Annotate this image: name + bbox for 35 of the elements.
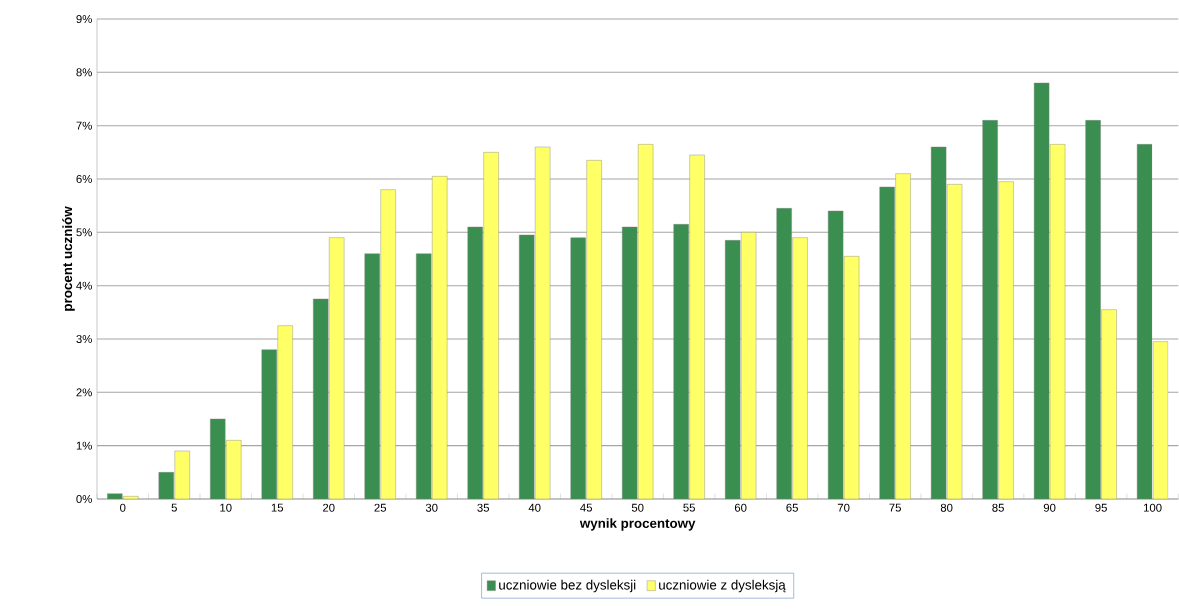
x-tick-label: 90: [1043, 503, 1056, 512]
x-tick-label: 75: [889, 503, 901, 512]
y-tick-label: 9%: [76, 15, 92, 24]
x-tick-label: 70: [837, 503, 850, 512]
x-tick-label: 35: [477, 503, 490, 512]
y-tick-label: 2%: [76, 388, 92, 397]
y-tick-label: 4%: [76, 281, 92, 290]
y-tick-label: 8%: [76, 68, 92, 77]
x-tick-label: 40: [528, 503, 541, 512]
x-tick-label: 30: [425, 503, 438, 512]
x-tick-label: 45: [580, 503, 593, 512]
x-tick-label: 25: [374, 503, 387, 512]
x-tick-label: 5: [171, 503, 177, 512]
y-tick-label: 5%: [76, 228, 92, 237]
x-tick-label: 80: [940, 503, 953, 512]
y-tick-label: 0%: [76, 494, 92, 503]
x-tick-label: 60: [734, 503, 747, 512]
x-tick-label: 65: [786, 503, 798, 512]
x-tick-label: 50: [631, 503, 644, 512]
x-tick-label: 15: [271, 503, 284, 512]
legend-label: uczniowie z dysleksją: [659, 579, 786, 593]
y-axis-title: procent uczniów: [62, 206, 75, 311]
x-tick-label: 55: [683, 503, 695, 512]
x-tick-label: 85: [992, 503, 1004, 512]
x-tick-label: 10: [220, 503, 232, 512]
x-tick-label: 20: [322, 503, 335, 512]
y-tick-label: 6%: [76, 174, 92, 183]
y-tick-label: 1%: [76, 441, 92, 450]
x-tick-label: 100: [1143, 503, 1162, 512]
y-tick-label: 3%: [76, 334, 92, 343]
y-tick-label: 7%: [76, 121, 92, 130]
x-axis-title: wynik procentowy: [579, 518, 696, 531]
x-tick-label: 0: [120, 503, 126, 512]
legend-label: uczniowie bez dysleksji: [499, 579, 636, 593]
x-tick-label: 95: [1095, 503, 1107, 512]
